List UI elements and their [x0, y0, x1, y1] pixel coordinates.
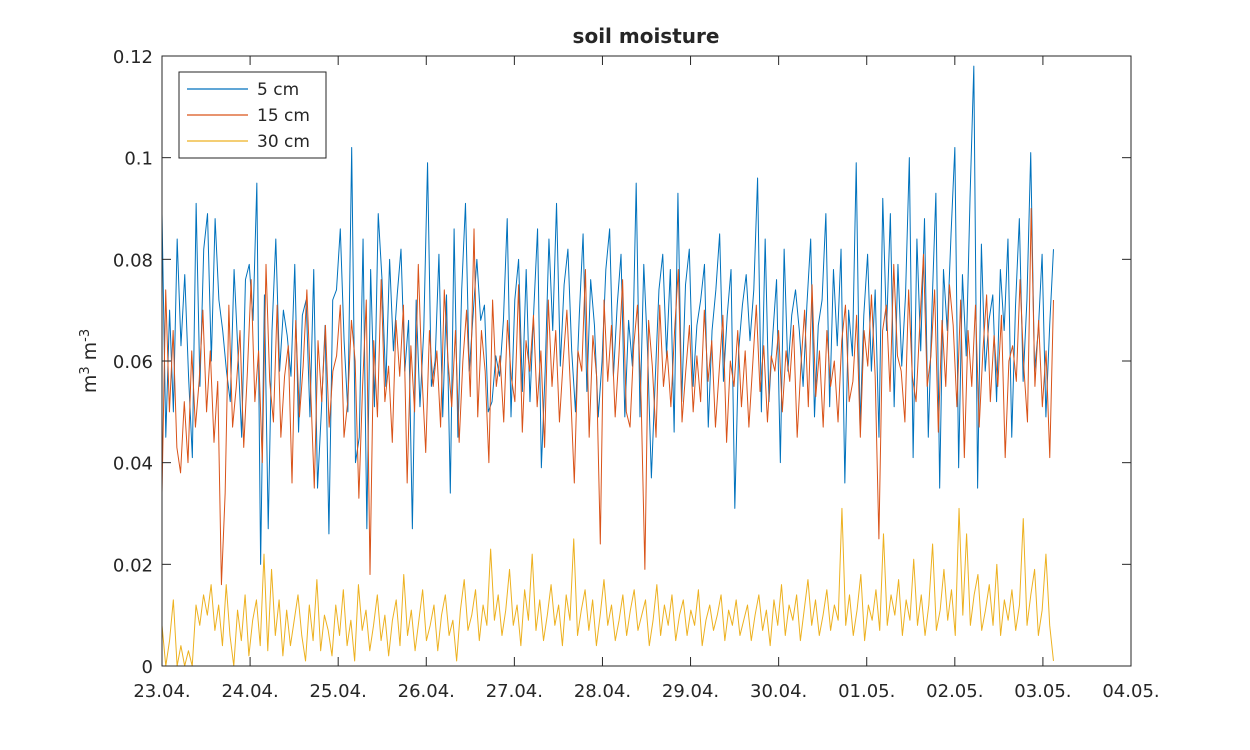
x-tick-label: 27.04.: [486, 681, 543, 702]
series-line-15cm: [161, 208, 1054, 586]
y-axis-label-exp1: 3: [78, 366, 93, 374]
series-line-30cm: [161, 507, 1054, 667]
y-axis-label-base2: m: [79, 342, 101, 367]
series-layer: [161, 65, 1054, 667]
x-tick-label: 28.04.: [574, 681, 631, 702]
x-tick-label: 01.05.: [838, 681, 895, 702]
y-tick-label: 0.08: [113, 250, 153, 271]
x-tick-label: 30.04.: [750, 681, 807, 702]
legend-label-15cm: 15 cm: [257, 106, 310, 126]
legend-label-5cm: 5 cm: [257, 80, 299, 100]
axes-layer: 0 0.02 0.04 0.06 0.08 0.1 0.12 23.04. 24.04. 25.0…: [113, 47, 1160, 702]
y-axis-label: m3 m-3: [78, 329, 102, 393]
x-tick-label: 29.04.: [662, 681, 719, 702]
y-axis-label-exp2: -3: [78, 329, 93, 342]
x-tick-label: 25.04.: [310, 681, 367, 702]
x-tick-label: 26.04.: [398, 681, 455, 702]
y-tick-label: 0.04: [113, 454, 153, 475]
legend: 5 cm 15 cm 30 cm: [178, 71, 327, 159]
y-tick-label: 0.1: [124, 149, 153, 170]
x-tick-label: 03.05.: [1014, 681, 1071, 702]
chart-title: soil moisture: [573, 24, 720, 48]
x-tick-label: 24.04.: [221, 681, 278, 702]
x-tick-label: 23.04.: [133, 681, 190, 702]
y-tick-label: 0.02: [113, 555, 153, 576]
x-tick-label: 04.05.: [1102, 681, 1159, 702]
x-tick-label: 02.05.: [926, 681, 983, 702]
y-tick-label: 0.06: [113, 352, 153, 373]
legend-label-30cm: 30 cm: [257, 132, 310, 152]
y-tick-label: 0: [142, 657, 153, 678]
y-axis-label-base1: m: [79, 375, 101, 394]
y-tick-label: 0.12: [113, 47, 153, 68]
